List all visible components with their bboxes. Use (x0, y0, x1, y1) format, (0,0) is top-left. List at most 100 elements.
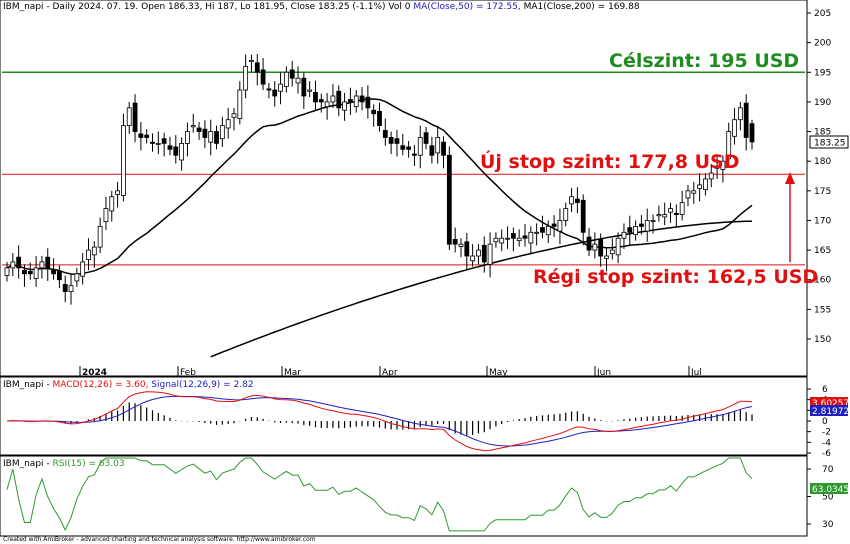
x-tick-label: Mar (284, 368, 301, 378)
new-stop-label: Új stop szint: 177,8 USD (480, 149, 740, 173)
candle (330, 84, 336, 108)
macd-tick-label: -4 (822, 438, 831, 448)
candle (103, 196, 109, 230)
candle (179, 137, 185, 171)
candle (190, 113, 196, 133)
candle (592, 232, 598, 259)
price-tick-label: 195 (814, 68, 831, 78)
candle (371, 104, 377, 127)
candle (691, 181, 697, 204)
candle (697, 173, 703, 202)
candle (150, 133, 155, 152)
macd-header-prefix: IBM_napi - (3, 380, 53, 390)
candle (295, 66, 301, 94)
candle (400, 133, 406, 156)
candle (499, 229, 505, 252)
candle (155, 131, 161, 155)
candle (196, 122, 202, 140)
candle (673, 204, 679, 228)
candle (639, 215, 644, 235)
candle (219, 116, 225, 147)
candle (557, 208, 563, 245)
candle (703, 173, 708, 196)
candle (551, 215, 557, 238)
candle (743, 94, 749, 151)
candle (353, 90, 359, 113)
candle (493, 232, 499, 248)
macd-axis: 6420-2-4-6 (807, 385, 831, 459)
candle (540, 215, 545, 239)
candle (161, 132, 167, 157)
candle (452, 227, 458, 253)
price-panel-frame (0, 0, 808, 377)
candle (656, 205, 662, 222)
price-tick-label: 150 (814, 335, 831, 345)
candle (185, 122, 190, 157)
candle (109, 190, 115, 222)
candle (621, 223, 627, 249)
candle (586, 228, 592, 257)
macd-line (6, 391, 753, 452)
candle (516, 229, 522, 247)
header-symbol: IBM_napi (3, 2, 44, 12)
candle (749, 119, 755, 150)
candle (254, 53, 260, 86)
price-badge-value: 183.25 (814, 139, 846, 149)
candle (394, 129, 400, 157)
signal-line (6, 395, 753, 447)
candle (33, 256, 39, 287)
footer-credit: Created with AmiBroker - advanced charti… (3, 536, 316, 543)
rsi-axis: 70 50 30 (807, 465, 834, 530)
macd-badge (810, 397, 848, 408)
candle (534, 223, 540, 246)
candle (464, 232, 470, 270)
price-tick-label: 180 (814, 157, 831, 167)
candle (545, 220, 551, 243)
x-tick-label: Jun (596, 368, 611, 378)
candle (272, 81, 278, 107)
candle (231, 107, 237, 131)
candle (609, 238, 615, 260)
candle (685, 184, 691, 207)
candle (74, 267, 80, 287)
candle (347, 87, 353, 115)
candle (446, 146, 452, 251)
candle (458, 238, 464, 258)
candle (726, 122, 732, 165)
candle (714, 155, 720, 179)
x-tick-label: Apr (382, 368, 398, 378)
candle (4, 261, 10, 282)
candle (144, 129, 150, 144)
candle (417, 125, 423, 169)
price-tick-label: 185 (814, 128, 831, 138)
candle (80, 253, 86, 285)
ma200-line (210, 220, 753, 358)
candle (470, 244, 476, 267)
candle (39, 256, 45, 279)
candle (138, 122, 144, 151)
target-label: Célszint: 195 USD (609, 50, 799, 72)
candle (301, 72, 307, 110)
candle (51, 258, 56, 280)
macd-tick-label: -2 (822, 428, 831, 438)
candle (62, 275, 68, 303)
rsi-badge (810, 483, 848, 494)
candle (278, 72, 283, 105)
stop-raise-arrowhead (785, 172, 795, 184)
candle (91, 241, 97, 268)
macd-header-macd: MACD(12,26) = 3.60, (53, 380, 149, 390)
price-tick-label: 200 (814, 39, 831, 49)
candle (16, 245, 22, 279)
candle (388, 131, 394, 155)
candle (563, 202, 569, 227)
candle (214, 125, 219, 150)
candle (481, 236, 487, 273)
x-axis: 2024 Feb Mar Apr May Jun Jul (79, 366, 702, 378)
rsi-header-prefix: IBM_napi - (3, 459, 53, 469)
price-tick-label: 205 (814, 9, 831, 19)
price-tick-label: 190 (814, 98, 831, 108)
candle (313, 80, 318, 111)
candle (45, 248, 51, 281)
rsi-header: IBM_napi - RSI(15) = 63.03 (3, 459, 125, 469)
header-info: - Daily 2024. 07. 19. Open 186.33, Hi 18… (44, 2, 414, 12)
